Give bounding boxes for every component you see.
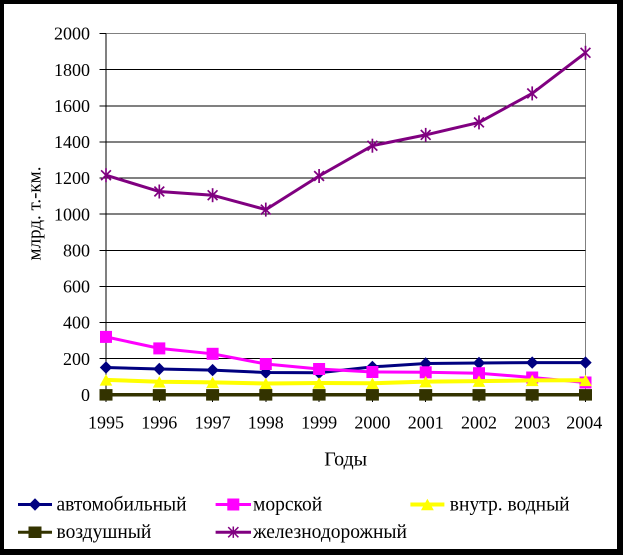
svg-text:0: 0 [81,385,90,405]
svg-text:воздушный: воздушный [57,522,152,543]
svg-text:2002: 2002 [461,413,497,433]
svg-text:железнодорожный: железнодорожный [252,522,407,543]
svg-text:1400: 1400 [54,132,90,152]
svg-text:1995: 1995 [88,413,124,433]
svg-text:1000: 1000 [54,204,90,224]
svg-text:2001: 2001 [408,413,444,433]
svg-text:автомобильный: автомобильный [57,494,187,515]
svg-text:1996: 1996 [141,413,177,433]
svg-text:400: 400 [63,313,90,333]
svg-text:внутр. водный: внутр. водный [450,494,570,515]
svg-text:Годы: Годы [324,449,367,471]
svg-text:2003: 2003 [514,413,550,433]
svg-text:1800: 1800 [54,60,90,80]
svg-text:1600: 1600 [54,96,90,116]
svg-text:2004: 2004 [566,413,602,433]
svg-text:1997: 1997 [195,413,231,433]
svg-text:200: 200 [63,349,90,369]
svg-text:млрд. т.-км.: млрд. т.-км. [25,167,46,261]
svg-text:1200: 1200 [54,168,90,188]
svg-text:морской: морской [253,494,322,515]
svg-text:2000: 2000 [354,413,390,433]
svg-text:600: 600 [63,277,90,297]
svg-text:800: 800 [63,241,90,261]
svg-text:2000: 2000 [54,24,90,44]
svg-text:1998: 1998 [248,413,284,433]
svg-text:1999: 1999 [301,413,337,433]
